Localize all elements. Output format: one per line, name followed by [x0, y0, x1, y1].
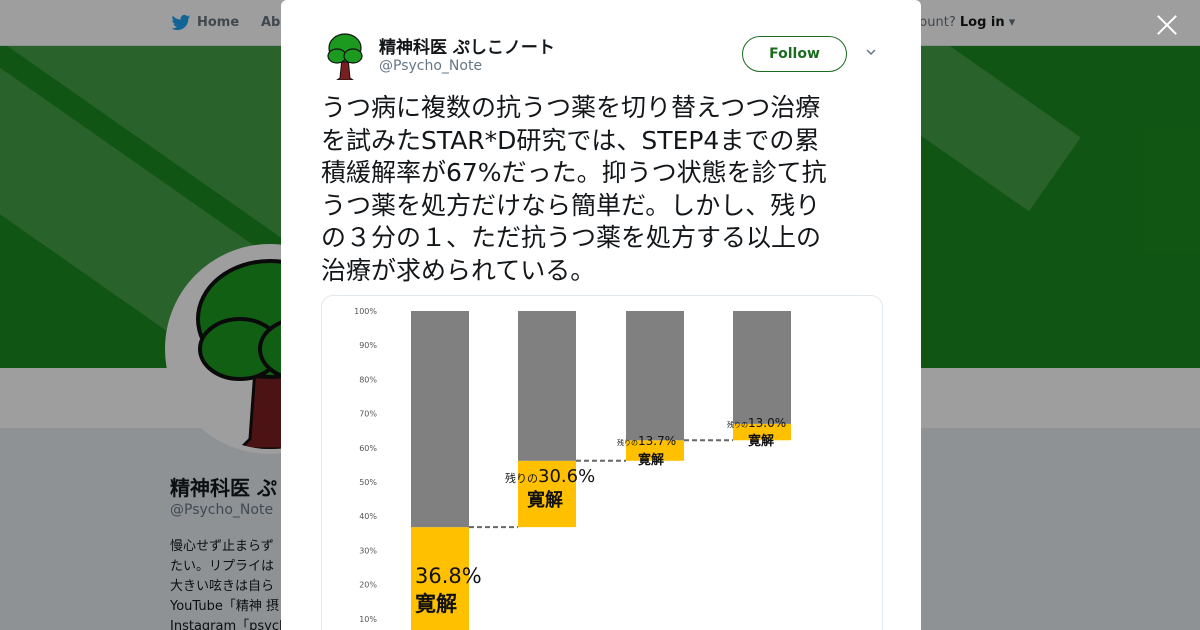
tweet-modal: 精神科医 ぷしこノート @Psycho_Note Follow うつ病に複数の抗… — [281, 0, 921, 630]
remission-chart: 10%20%30%40%50%60%70%80%90%100%36.8%寛解残り… — [354, 307, 791, 630]
login-link[interactable]: Log in — [959, 15, 1005, 30]
y-tick-label: 10% — [359, 615, 377, 624]
remission-label: 寛解 — [638, 452, 664, 468]
author-avatar[interactable] — [323, 30, 367, 80]
author-name[interactable]: 精神科医 ぷしこノート — [379, 38, 555, 58]
y-tick-label: 70% — [359, 410, 377, 419]
y-tick-label: 60% — [359, 444, 377, 453]
profile-name: 精神科医 ぷ — [170, 476, 277, 500]
follow-button[interactable]: Follow — [742, 36, 847, 72]
remission-percent-label: 残りの30.6% — [505, 466, 595, 487]
bio-line: たい。リプライは — [170, 559, 275, 574]
y-tick-label: 50% — [359, 478, 377, 487]
tweet-text-line: を試みたSTAR*D研究では、STEP4までの累 — [321, 125, 820, 155]
chevron-down-icon[interactable] — [866, 47, 876, 57]
remission-label: 寛解 — [415, 592, 457, 616]
remaining-bar — [626, 311, 684, 441]
tweet-text-line: 積緩解率が67%だった。抑うつ状態を診て抗 — [321, 158, 827, 187]
remission-percent-label: 36.8% — [415, 564, 482, 588]
remaining-bar — [733, 311, 791, 424]
remission-label: 寛解 — [527, 489, 563, 511]
remission-bar — [518, 460, 576, 528]
remaining-bar — [518, 311, 576, 461]
y-tick-label: 20% — [359, 581, 377, 590]
tweet-text-line: の３分の１、ただ抗うつ薬を処方する以上の — [321, 223, 822, 252]
bio-line: 大きい呟きは自ら — [170, 579, 275, 594]
remission-bar — [411, 527, 469, 630]
y-tick-label: 80% — [359, 375, 377, 384]
remission-bar — [733, 423, 791, 441]
close-icon[interactable] — [1154, 12, 1180, 38]
remaining-bar — [411, 311, 469, 528]
remission-bar — [626, 440, 684, 461]
author-handle[interactable]: @Psycho_Note — [379, 58, 483, 74]
nav-home[interactable]: Home — [197, 15, 240, 30]
y-tick-label: 90% — [359, 341, 377, 350]
bio-line: 慢心せず止まらず — [170, 539, 274, 554]
y-tick-label: 40% — [359, 512, 377, 521]
remission-percent-label: 残りの13.0% — [727, 416, 786, 430]
tweet-text: うつ病に複数の抗うつ薬を切り替えつつ治療 を試みたSTAR*D研究では、STEP… — [321, 92, 886, 287]
remission-label: 寛解 — [748, 433, 774, 449]
bird-icon[interactable] — [171, 14, 191, 32]
tweet-text-line: うつ薬を処方だけなら簡単だ。しかし、残り — [321, 190, 821, 220]
y-tick-label: 30% — [359, 546, 377, 555]
profile-handle[interactable]: @Psycho_Note — [170, 502, 274, 518]
tweet-text-line: 治療が求められている。 — [321, 255, 596, 285]
login-caret-icon: ▾ — [1008, 15, 1016, 30]
y-tick-label: 100% — [354, 307, 377, 316]
tweet-media[interactable]: 10% 20% 30% 40% 50% 60% 70% 80% 90% 100% 36.8% 寛解 残り… — [321, 295, 883, 630]
bio-line: Instagram「psych — [170, 619, 288, 630]
remission-percent-label: 残りの13.7% — [617, 434, 676, 448]
bio-line: YouTube「精神 摂 — [170, 599, 279, 614]
tweet-text-line: うつ病に複数の抗うつ薬を切り替えつつ治療 — [321, 93, 821, 122]
